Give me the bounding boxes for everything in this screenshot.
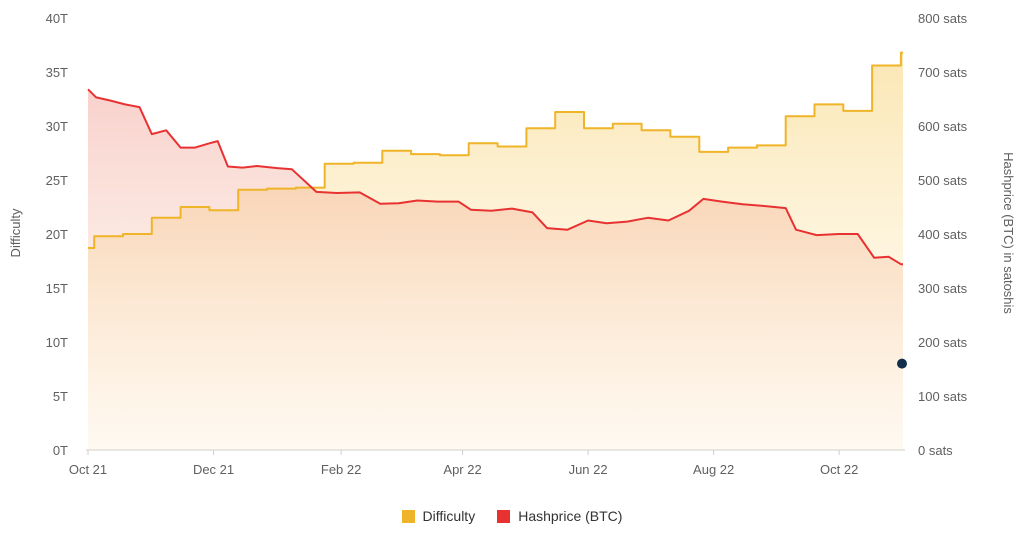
y-axis-right-title: Hashprice (BTC) in satoshis: [1001, 152, 1016, 314]
legend: Difficulty Hashprice (BTC): [0, 508, 1024, 524]
chart: 0T 5T 10T 15T 20T 25T 30T 35T 40T 0 sats 100 sats…: [8, 11, 1016, 477]
x-tick-label: Jun 22: [569, 462, 608, 477]
y-tick-label-left: 35T: [46, 65, 68, 80]
x-tick-label: Dec 21: [193, 462, 234, 477]
hover-marker-point[interactable]: [897, 358, 907, 369]
legend-item-hashprice[interactable]: Hashprice (BTC): [497, 508, 622, 524]
legend-label-difficulty: Difficulty: [422, 508, 476, 524]
difficulty-line[interactable]: [88, 51, 903, 249]
y-tick-label-right: 200 sats: [918, 335, 968, 350]
y-tick-label-right: 0 sats: [918, 443, 953, 458]
y-tick-label-left: 40T: [46, 11, 68, 26]
y-axis-left-title: Difficulty: [8, 208, 23, 257]
x-tick-label: Oct 22: [820, 462, 858, 477]
y-tick-label-left: 30T: [46, 119, 68, 134]
y-tick-label-left: 20T: [46, 227, 68, 242]
legend-label-hashprice: Hashprice (BTC): [518, 508, 623, 524]
hashprice-btc-area: [88, 89, 903, 451]
x-tick-label: Feb 22: [321, 462, 361, 477]
y-tick-label-left: 25T: [46, 173, 68, 188]
y-tick-label-right: 500 sats: [918, 173, 968, 188]
y-tick-label-right: 300 sats: [918, 281, 968, 296]
y-tick-label-left: 0T: [53, 443, 68, 458]
x-tick-label: Apr 22: [443, 462, 481, 477]
x-tick-label: Aug 22: [693, 462, 734, 477]
hashprice-btc-line[interactable]: [87, 88, 903, 266]
y-tick-label-left: 15T: [46, 281, 68, 296]
y-tick-label-right: 100 sats: [918, 389, 968, 404]
y-tick-label-right: 400 sats: [918, 227, 968, 242]
y-tick-label-right: 800 sats: [918, 11, 968, 26]
y-tick-label-left: 5T: [53, 389, 68, 404]
difficulty-swatch: [401, 509, 415, 523]
legend-item-difficulty[interactable]: Difficulty: [401, 508, 476, 524]
x-tick-label: Oct 21: [69, 462, 107, 477]
y-tick-label-left: 10T: [46, 335, 68, 350]
y-tick-label-right: 600 sats: [918, 119, 968, 134]
y-tick-label-right: 700 sats: [918, 65, 968, 80]
hashprice-swatch: [497, 509, 511, 523]
